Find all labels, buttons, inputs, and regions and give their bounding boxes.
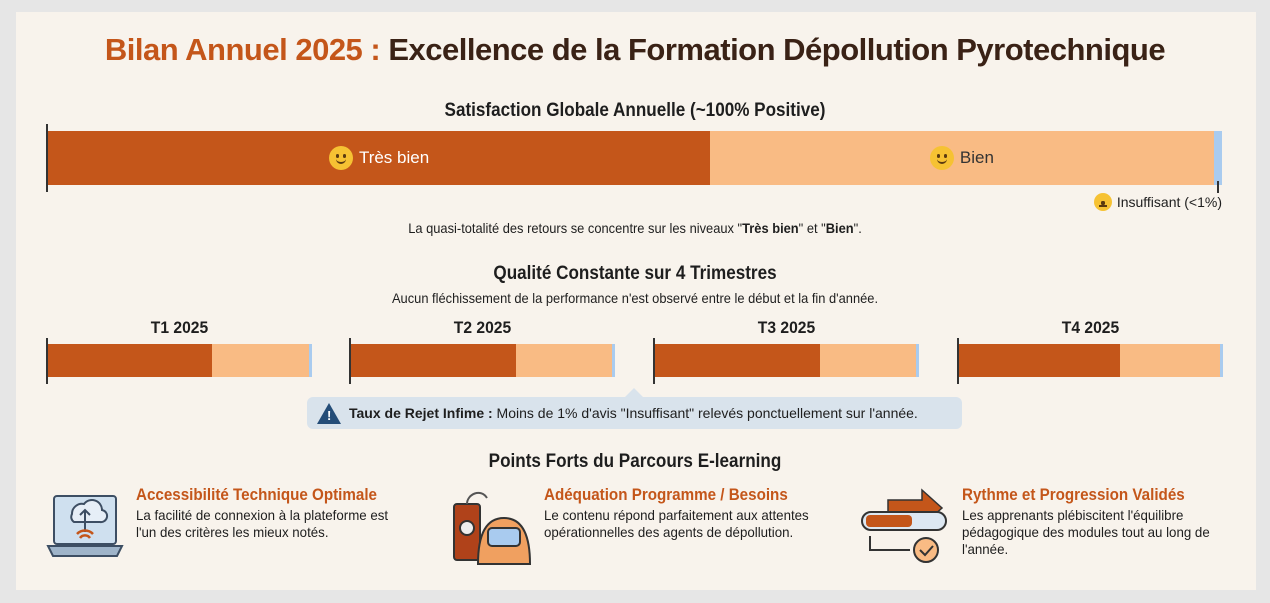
segment-bien: Bien (710, 131, 1214, 185)
axis-tick (653, 338, 655, 384)
quarter-bar (47, 344, 312, 377)
segment-bien (1120, 344, 1221, 377)
feature-accessibility: Accessibilité Technique Optimale La facil… (46, 486, 426, 564)
title-accent: Bilan Annuel 2025 : (104, 32, 381, 67)
segment-tres-bien (48, 344, 212, 377)
segment-insuffisant (1213, 131, 1222, 185)
warning-icon: ! (317, 402, 341, 424)
alert-bold: Taux de Rejet Infime : (349, 405, 493, 421)
axis-tick (349, 338, 351, 384)
quarter-bar (958, 344, 1223, 377)
segment-label: Bien (959, 148, 994, 167)
segment-tres-bien (959, 344, 1121, 377)
note-bold: Bien (825, 220, 854, 236)
axis-tick (46, 124, 48, 192)
insuffisant-callout: Insuffisant (<1%) (1093, 193, 1222, 211)
bomb-suit-icon (453, 491, 532, 565)
axis-tick (46, 338, 48, 384)
rejection-alert: ! Taux de Rejet Infime : Moins de 1% d'av… (307, 388, 962, 429)
quarter-bar (654, 344, 919, 377)
features-heading: Points Forts du Parcours E-learning (488, 451, 782, 472)
segment-bien (211, 344, 310, 377)
note-bold: Très bien (742, 220, 799, 236)
quarter-label: T3 2025 (757, 318, 816, 337)
slight-smile-icon (929, 146, 954, 170)
infographic-card (16, 12, 1256, 590)
segment-insuffisant (309, 344, 312, 377)
feature-text: La facilité de connexion à la plateforme… (136, 507, 389, 540)
note-text: " et " (798, 220, 826, 236)
quarter-label: T1 2025 (150, 318, 209, 337)
quarters-heading: Qualité Constante sur 4 Trimestres (493, 263, 777, 284)
feature-program: Adéquation Programme / Besoins Le contenu… (452, 486, 834, 566)
feature-text: Les apprenants plébiscitent l'équilibre … (962, 507, 1210, 557)
segment-label: Très bien (358, 148, 430, 167)
feature-rhythm: Rythme et Progression Validés Les apprena… (858, 486, 1252, 566)
feature-title: Rythme et Progression Validés (962, 486, 1185, 504)
insuffisant-label: Insuffisant (<1%) (1116, 194, 1222, 210)
segment-tres-bien (655, 344, 820, 377)
feature-text: Le contenu répond parfaitement aux atten… (544, 507, 809, 540)
axis-tick (957, 338, 959, 384)
alert-text: Moins de 1% d'avis "Insuffisant" relevés… (492, 405, 918, 421)
quarter-label: T2 2025 (453, 318, 512, 337)
laptop-cloud-icon (46, 495, 124, 557)
global-note: La quasi-totalité des retours se concent… (51, 220, 1219, 236)
segment-insuffisant (916, 344, 919, 377)
segment-insuffisant (1220, 344, 1223, 377)
quarter-bar (350, 344, 615, 377)
note-text: La quasi-totalité des retours se concent… (408, 220, 743, 236)
global-heading: Satisfaction Globale Annuelle (~100% Pos… (444, 100, 826, 121)
note-text: ". (853, 220, 862, 236)
title-main: Excellence de la Formation Dépollution P… (380, 32, 1166, 67)
progress-arrow-icon (861, 488, 947, 563)
feature-title: Accessibilité Technique Optimale (136, 486, 377, 504)
segment-tres-bien (351, 344, 516, 377)
smiling-face-icon (328, 146, 353, 170)
quarter-label: T4 2025 (1061, 318, 1120, 337)
page-title: Bilan Annuel 2025 : Excellence de la For… (0, 32, 1270, 68)
segment-bien (820, 344, 917, 377)
segment-bien (516, 344, 613, 377)
global-satisfaction-bar: Très bien Bien (47, 131, 1222, 185)
axis-tick (1217, 181, 1219, 193)
neutral-face-icon (1093, 193, 1112, 211)
segment-insuffisant (612, 344, 615, 377)
quarters-subtitle: Aucun fléchissement de la performance n'… (391, 290, 879, 306)
segment-tres-bien: Très bien (48, 131, 711, 185)
feature-title: Adéquation Programme / Besoins (544, 486, 788, 504)
